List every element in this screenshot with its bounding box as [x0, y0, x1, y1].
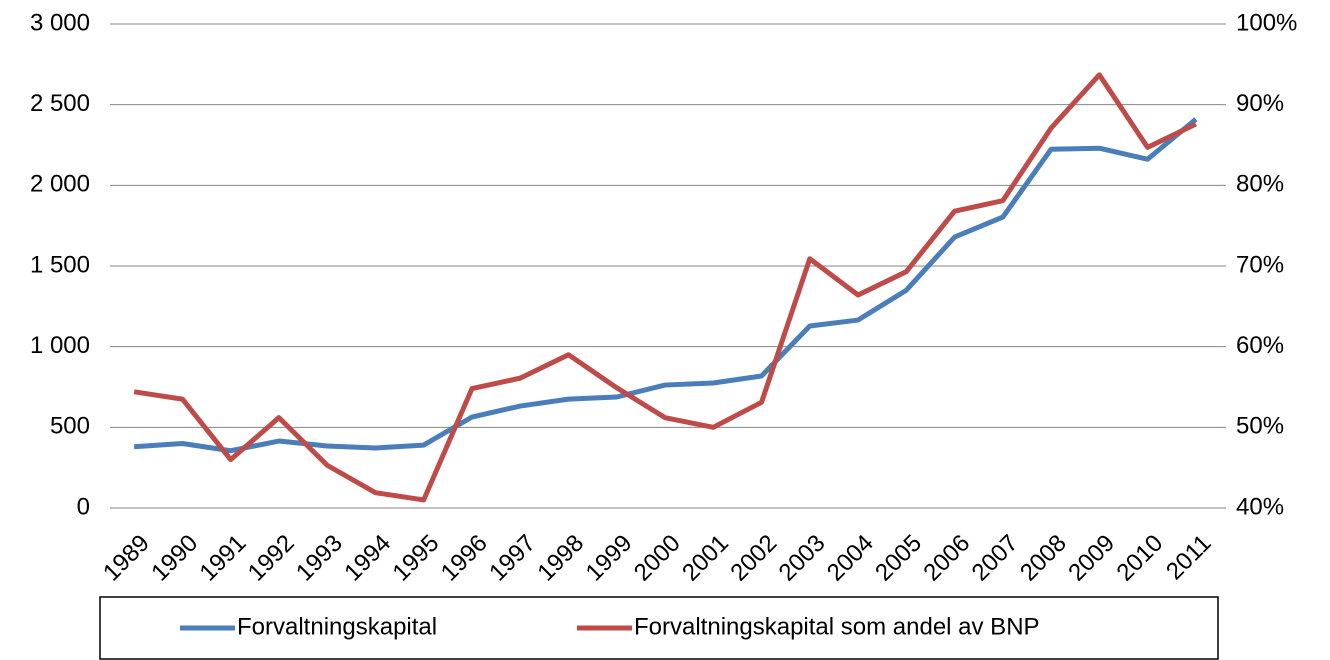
- y2-tick-label: 100%: [1236, 9, 1297, 36]
- x-tick-label: 1999: [581, 530, 638, 587]
- x-tick-label: 2000: [629, 530, 686, 587]
- x-tick-label: 1991: [195, 530, 252, 587]
- y-tick-label: 500: [50, 413, 90, 440]
- x-tick-label: 1990: [146, 530, 203, 587]
- x-tick-label: 2001: [677, 530, 734, 587]
- y2-tick-label: 50%: [1236, 413, 1284, 440]
- x-tick-label: 2002: [725, 530, 782, 587]
- y2-tick-label: 60%: [1236, 332, 1284, 359]
- y-tick-label: 1 000: [30, 332, 90, 359]
- y-tick-label: 2 000: [30, 171, 90, 198]
- x-tick-label: 1992: [243, 530, 300, 587]
- x-tick-label: 1996: [436, 530, 493, 587]
- legend-label: Forvaltningskapital: [237, 613, 437, 640]
- x-tick-label: 1998: [532, 530, 589, 587]
- x-tick-label: 2007: [967, 530, 1024, 587]
- y-tick-label: 1 500: [30, 251, 90, 278]
- x-tick-label: 2004: [822, 530, 879, 587]
- y2-tick-label: 80%: [1236, 171, 1284, 198]
- x-tick-label: 1993: [291, 530, 348, 587]
- x-tick-label: 2005: [870, 530, 927, 587]
- x-tick-label: 2008: [1015, 530, 1072, 587]
- y-tick-label: 0: [77, 493, 90, 520]
- legend-label: Forvaltningskapital som andel av BNP: [634, 613, 1040, 640]
- series-line: [133, 117, 1198, 454]
- legend-box: [99, 596, 1219, 660]
- x-tick-label: 2003: [774, 530, 831, 587]
- y-tick-label: 2 500: [30, 90, 90, 117]
- y2-tick-label: 70%: [1236, 251, 1284, 278]
- x-tick-label: 2010: [1111, 530, 1168, 587]
- y-tick-label: 3 000: [30, 9, 90, 36]
- x-tick-label: 2011: [1161, 530, 1217, 586]
- x-tick-label: 2009: [1063, 530, 1120, 587]
- x-tick-label: 1995: [388, 530, 445, 587]
- y2-tick-label: 90%: [1236, 90, 1284, 117]
- x-tick-label: 1997: [484, 530, 541, 587]
- y2-tick-label: 40%: [1236, 493, 1284, 520]
- x-tick-label: 2006: [918, 530, 975, 587]
- series-line: [133, 72, 1197, 503]
- x-tick-label: 1989: [98, 530, 155, 587]
- x-tick-label: 1994: [339, 530, 396, 587]
